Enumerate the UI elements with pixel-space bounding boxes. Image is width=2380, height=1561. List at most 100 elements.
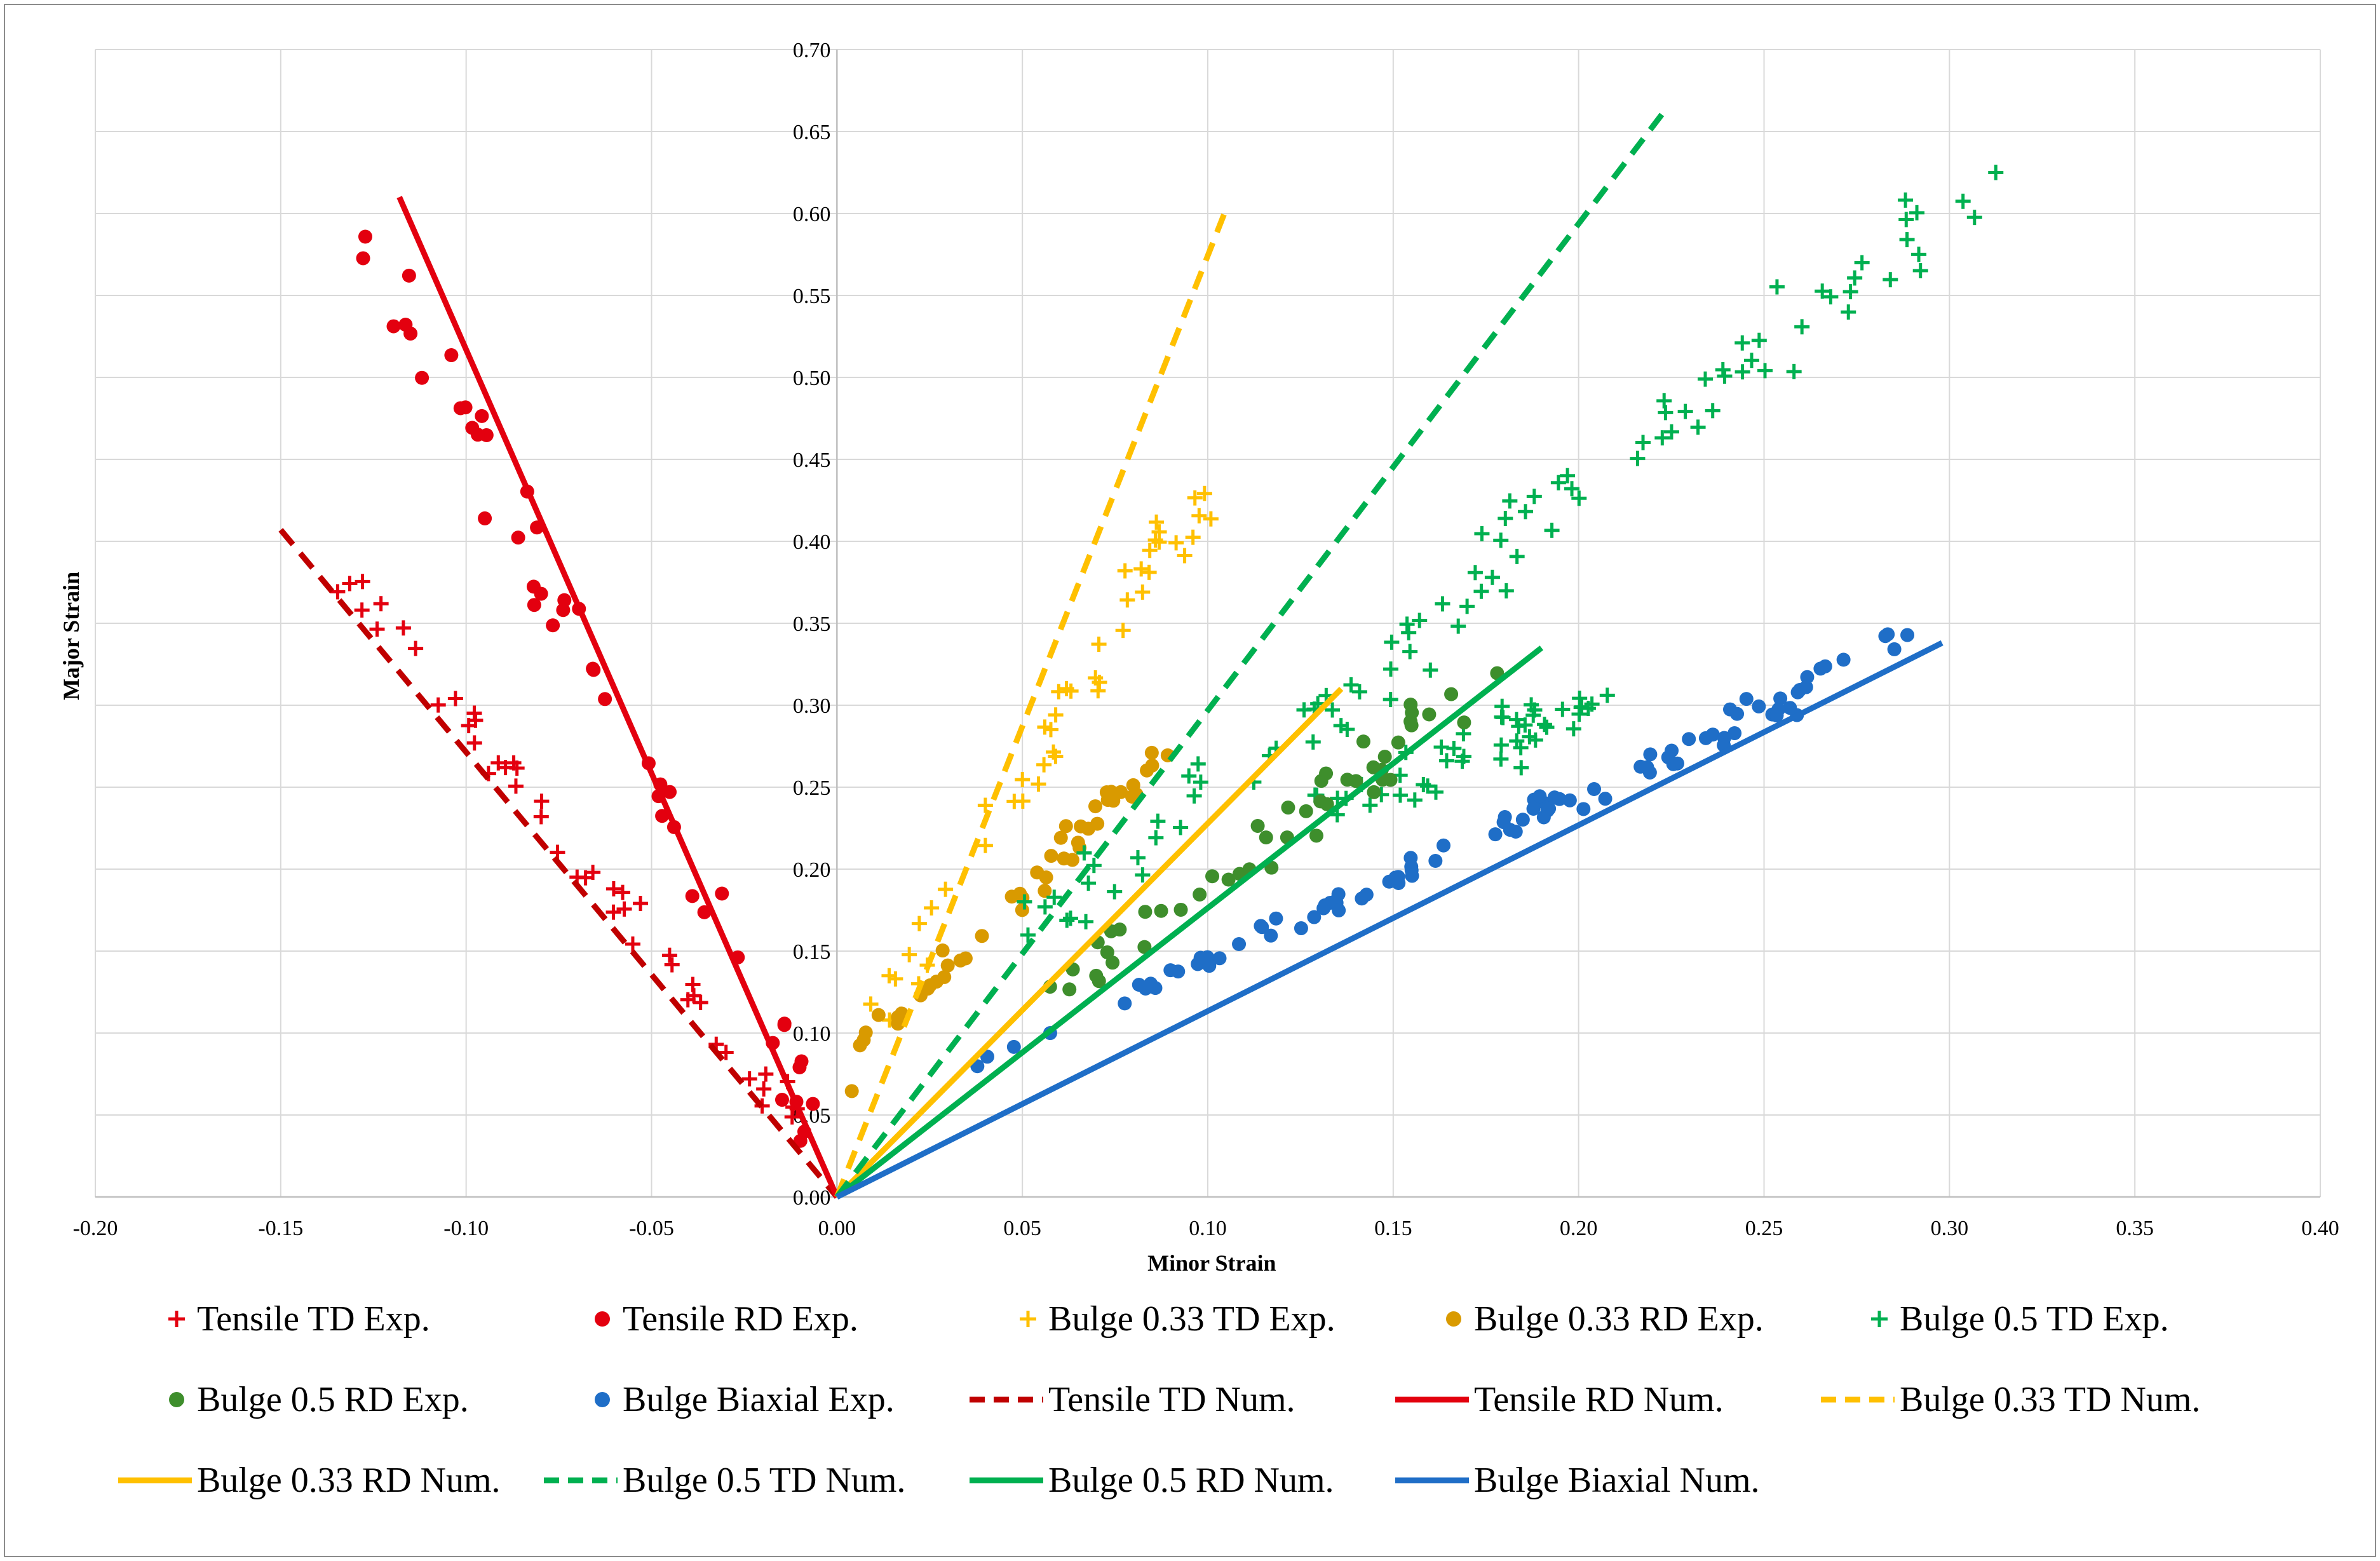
plus-marker	[1955, 193, 1971, 209]
y-tick-label: 0.40	[793, 530, 831, 554]
legend-label: Tensile RD Exp.	[623, 1299, 858, 1339]
dot-marker	[1314, 774, 1329, 788]
plus-marker	[1383, 661, 1398, 677]
plus-marker	[1572, 691, 1588, 706]
plus-marker	[1571, 706, 1587, 722]
plus-marker	[1048, 707, 1064, 723]
dot-marker	[1173, 902, 1188, 917]
legend: Tensile TD Exp. Tensile RD Exp. Bulge 0.33…	[118, 1299, 2200, 1500]
plus-marker	[354, 602, 370, 618]
legend-item: Tensile TD Exp.	[168, 1299, 430, 1339]
dot-marker	[1015, 903, 1029, 917]
plus-marker	[1325, 702, 1341, 718]
x-tick-label: -0.05	[629, 1217, 674, 1240]
plus-marker	[1015, 793, 1031, 809]
dot-marker	[478, 511, 492, 525]
plus-marker	[1734, 364, 1750, 380]
plus-marker	[1149, 514, 1165, 530]
plus-marker	[1416, 776, 1431, 792]
plus-marker	[1086, 858, 1102, 874]
dot-marker	[792, 1060, 807, 1074]
plus-marker	[1574, 699, 1590, 715]
plus-marker	[902, 947, 917, 963]
dot-marker	[1403, 697, 1418, 712]
plus-marker	[1333, 718, 1349, 734]
dot-marker	[844, 1084, 859, 1098]
dot-marker	[1377, 750, 1392, 764]
dot-marker	[1598, 792, 1613, 806]
dot-marker	[937, 970, 952, 984]
dot-marker	[1739, 692, 1754, 706]
dot-marker	[1562, 793, 1577, 808]
plus-marker	[1173, 820, 1189, 835]
plus-marker	[395, 620, 411, 636]
plus-marker	[1474, 526, 1490, 542]
dot-marker	[1205, 869, 1220, 884]
dot-marker	[1163, 963, 1178, 978]
line-bulge-0-33-rd-num-	[835, 687, 1344, 1199]
dot-marker	[1294, 921, 1308, 936]
dot-marker	[444, 348, 459, 363]
plus-marker	[977, 837, 993, 853]
plus-marker	[1392, 787, 1408, 803]
plus-marker	[1043, 722, 1058, 738]
dot-marker	[1088, 799, 1103, 814]
legend-item: Tensile TD Num.	[970, 1380, 1295, 1419]
plus-marker	[756, 1081, 772, 1097]
series-bulge-0-33-rd-exp-	[844, 745, 1175, 1098]
plus-marker	[1115, 623, 1131, 639]
plus-marker	[1177, 548, 1193, 564]
dot-marker	[1878, 629, 1893, 644]
plus-marker	[1187, 490, 1203, 506]
strain-chart: -0.20 -0.15 -0.10 -0.05 0.00 0.05 0.10 0.15 0.20…	[58, 39, 2339, 1500]
plus-marker	[661, 947, 677, 963]
dot-marker	[1790, 685, 1805, 699]
plus-marker	[1494, 709, 1510, 725]
plus-marker	[1518, 504, 1534, 520]
dot-marker	[398, 318, 413, 332]
dot-marker	[1057, 851, 1071, 866]
legend-marker	[595, 1392, 610, 1407]
line-bulge-0-5-td-num-	[834, 105, 1670, 1199]
series-tensile-rd-exp-	[356, 229, 820, 1148]
dot-marker	[1367, 785, 1381, 799]
dot-marker	[1062, 982, 1077, 997]
plus-marker	[1663, 424, 1679, 440]
plus-marker	[1423, 662, 1438, 678]
plus-marker	[1151, 534, 1167, 550]
plus-marker	[1526, 489, 1542, 504]
plus-marker	[1871, 1311, 1888, 1327]
plus-marker	[342, 576, 358, 591]
dot-marker	[1089, 968, 1104, 983]
plus-marker	[1493, 737, 1509, 753]
plus-marker	[633, 896, 649, 912]
legend-item: Bulge 0.5 RD Exp.	[169, 1380, 469, 1419]
dot-marker	[1642, 765, 1657, 780]
dot-marker	[1705, 727, 1720, 742]
plus-marker	[1734, 335, 1750, 351]
dot-marker	[1318, 898, 1332, 912]
dot-marker	[1665, 743, 1679, 758]
plus-marker	[1690, 419, 1706, 435]
plus-marker	[369, 621, 385, 637]
plus-marker	[1091, 637, 1107, 652]
legend-label: Bulge 0.5 RD Num.	[1048, 1461, 1334, 1500]
plus-marker	[1564, 481, 1580, 497]
plus-marker	[1450, 618, 1466, 634]
plus-marker	[1493, 532, 1509, 548]
plus-marker	[1383, 692, 1398, 708]
plus-marker	[1705, 403, 1721, 419]
legend-item: Bulge Biaxial Num.	[1395, 1461, 1760, 1500]
y-tick-label: 0.00	[793, 1186, 831, 1210]
dot-marker	[1515, 813, 1530, 827]
dot-marker	[1221, 872, 1236, 887]
x-tick-label: -0.10	[443, 1217, 489, 1240]
dot-marker	[415, 370, 429, 385]
plus-marker	[1185, 529, 1201, 545]
plus-marker	[1036, 757, 1052, 773]
plus-marker	[1544, 522, 1560, 538]
dot-marker	[1299, 804, 1313, 818]
dot-marker	[546, 618, 560, 633]
dot-marker	[1488, 827, 1503, 842]
dot-marker	[1030, 865, 1045, 880]
